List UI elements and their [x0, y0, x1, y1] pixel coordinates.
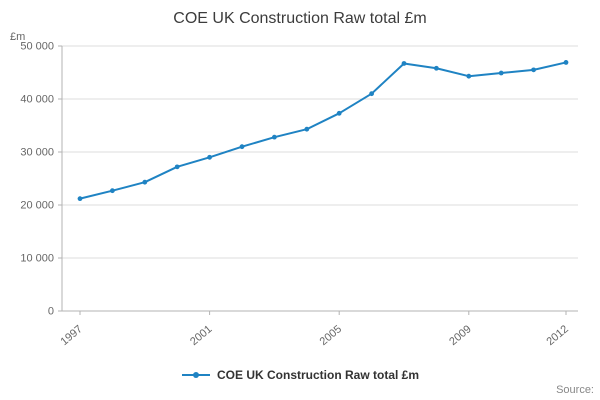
y-tick-label: 10 000 [20, 253, 54, 265]
x-tick-label: 2001 [188, 323, 214, 348]
data-point [401, 61, 407, 66]
x-tick-label: 1997 [58, 323, 84, 348]
data-point [174, 164, 180, 170]
data-point [304, 126, 310, 132]
y-axis-unit-label: £m [10, 31, 26, 43]
y-tick-label: 30 000 [20, 147, 54, 159]
data-point [239, 144, 245, 150]
y-tick-label: 20 000 [20, 200, 54, 212]
line-chart-plot: 0 10 000 20 000 30 000 40 000 50 000 1997 2001 2… [20, 41, 578, 348]
y-tick-label: 0 [48, 306, 54, 318]
data-point [272, 134, 277, 140]
data-point [466, 73, 472, 79]
data-point [498, 70, 504, 76]
x-tick-label: 2009 [447, 323, 473, 348]
data-point [207, 154, 213, 160]
data-point [531, 67, 536, 73]
data-point [434, 65, 439, 71]
data-point [336, 110, 342, 116]
data-line [79, 61, 567, 200]
y-tick-label: 40 000 [20, 94, 54, 106]
data-point [563, 60, 569, 65]
source-label: Source: [556, 384, 594, 396]
legend-line-marker-icon [181, 372, 210, 378]
chart-title: COE UK Construction Raw total £m [173, 10, 427, 27]
data-point [369, 91, 374, 97]
x-tick-label: 2005 [318, 323, 344, 348]
x-tick-label: 2012 [544, 323, 570, 348]
data-point [77, 196, 83, 202]
data-point [110, 188, 115, 194]
chart-legend: COE UK Construction Raw total £m [0, 368, 600, 382]
data-point [142, 179, 148, 185]
legend-series-label: COE UK Construction Raw total £m [216, 368, 419, 382]
y-tick-label: 50 000 [20, 41, 54, 53]
